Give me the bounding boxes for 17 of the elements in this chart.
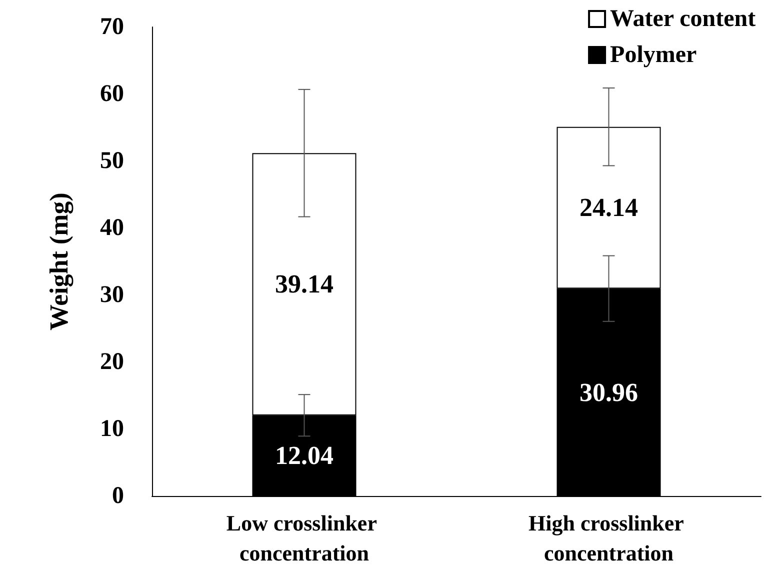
y-tick-label: 60 xyxy=(100,81,124,107)
y-tick-label: 10 xyxy=(100,416,124,442)
y-tick-label: 50 xyxy=(100,148,124,174)
data-label: 12.04 xyxy=(275,441,334,470)
data-label: 39.14 xyxy=(275,270,334,299)
y-tick-label: 40 xyxy=(100,215,124,241)
y-tick-label: 30 xyxy=(100,282,124,308)
y-tick-label: 70 xyxy=(100,14,124,40)
y-tick-label: 20 xyxy=(100,349,124,375)
x-tick-label: High crosslinker concentration xyxy=(528,510,690,566)
y-tick-label: 0 xyxy=(112,483,124,509)
data-label: 24.14 xyxy=(580,193,638,222)
data-label: 30.96 xyxy=(580,378,638,407)
legend-label: Polymer xyxy=(610,42,698,68)
y-axis-title: Weight (mg) xyxy=(44,192,74,330)
x-tick-label: Low crosslinker concentration xyxy=(226,510,382,566)
legend-label: Water content xyxy=(610,6,756,32)
